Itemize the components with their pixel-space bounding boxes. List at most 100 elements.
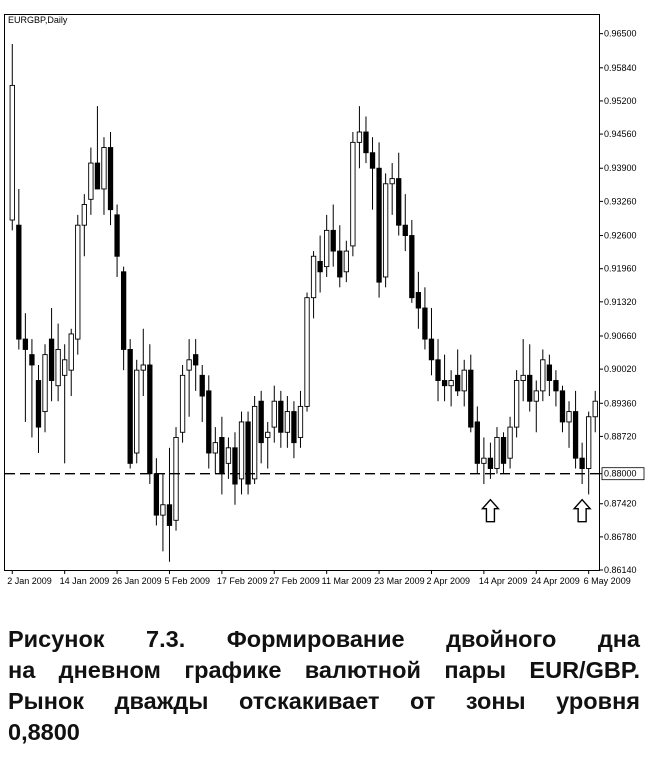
x-tick-label: 5 Feb 2009 xyxy=(164,576,210,586)
candle xyxy=(428,308,435,376)
candle-body-down xyxy=(441,380,448,387)
candle-body-down xyxy=(572,411,579,459)
x-tick-label: 17 Feb 2009 xyxy=(217,576,268,586)
candle xyxy=(389,163,395,215)
x-tick-label: 2 Apr 2009 xyxy=(426,576,470,586)
chart-area: EURGBP,Daily 0.96500 0.95840 0.95200 0.9456… xyxy=(4,14,645,586)
candle-body-up xyxy=(186,359,192,371)
plot-frame xyxy=(4,14,600,571)
candle xyxy=(382,173,389,288)
candle-body-up xyxy=(134,369,140,454)
candle-body-up xyxy=(540,359,546,392)
candle-body-up xyxy=(55,348,61,387)
candle xyxy=(487,442,494,479)
candle-body-down xyxy=(553,380,559,392)
candle-body-down xyxy=(415,292,422,309)
candle xyxy=(238,411,245,495)
candle-body-down xyxy=(409,235,415,299)
caption-line-3: Рынок дважды отскакивает от зоны уровня xyxy=(8,688,640,714)
candle-body-up xyxy=(494,437,500,469)
candle xyxy=(48,308,55,402)
candle xyxy=(107,132,114,226)
candle xyxy=(206,375,212,469)
y-tick-label: 0.93260 xyxy=(604,196,637,206)
candle-body-down xyxy=(278,400,284,433)
candle xyxy=(304,292,310,412)
candle-body-up xyxy=(324,229,330,268)
candle-body-down xyxy=(468,369,474,428)
candle xyxy=(422,287,428,350)
candle xyxy=(540,349,546,402)
candle xyxy=(212,427,218,474)
candle xyxy=(559,385,566,433)
candle-body-down xyxy=(428,338,435,361)
candle xyxy=(415,271,422,329)
candle-body-up xyxy=(520,374,526,381)
candle-body-down xyxy=(363,131,369,154)
y-tick-label: 0.94560 xyxy=(604,129,637,139)
y-tick-label: 0.91320 xyxy=(604,297,637,307)
candle xyxy=(363,116,369,164)
candle xyxy=(324,214,330,277)
candle-body-down xyxy=(193,354,199,366)
candle xyxy=(546,354,553,397)
candle xyxy=(29,339,35,438)
candle xyxy=(271,385,277,443)
x-tick-label: 2 Jan 2009 xyxy=(7,576,52,586)
candle xyxy=(75,214,81,355)
candle-body-down xyxy=(94,162,101,190)
candle xyxy=(474,406,480,474)
candle-body-up xyxy=(251,405,258,480)
candle xyxy=(579,442,585,485)
candle-body-down xyxy=(317,260,323,273)
candle-body-down xyxy=(546,364,553,381)
candle-body-down xyxy=(120,271,127,350)
y-tick-label: 0.86780 xyxy=(604,532,637,542)
candle-body-down xyxy=(291,411,297,444)
candle-body-up xyxy=(265,431,271,438)
candle xyxy=(186,339,192,417)
candle-body-up xyxy=(68,333,74,371)
candle xyxy=(317,235,323,293)
y-tick-label: 0.88720 xyxy=(604,431,637,441)
candle xyxy=(251,396,258,485)
candle xyxy=(553,370,559,407)
y-tick-label: 0.95840 xyxy=(604,63,637,73)
candle-body-up xyxy=(271,400,277,428)
candle xyxy=(527,344,533,412)
candle-body-down xyxy=(107,147,114,211)
candle-body-down xyxy=(199,374,205,397)
up-arrow-icon xyxy=(480,498,500,523)
candle-body-down xyxy=(369,152,376,169)
candle xyxy=(265,421,271,469)
candles-layer xyxy=(9,43,598,562)
y-axis: 0.96500 0.95840 0.95200 0.94560 0.93900 0.932… xyxy=(599,29,645,575)
candle xyxy=(94,106,101,190)
level-label-box xyxy=(601,467,645,481)
y-tick-label: 0.96500 xyxy=(604,29,637,39)
y-tick-label: 0.95200 xyxy=(604,96,637,106)
candle-body-up xyxy=(566,411,572,423)
candle-body-up xyxy=(297,405,304,438)
candle xyxy=(68,328,74,397)
candle xyxy=(160,473,166,552)
candle xyxy=(35,364,42,453)
candle-body-up xyxy=(101,147,107,190)
y-tick-label: 0.90020 xyxy=(604,364,637,374)
x-tick-label: 23 Mar 2009 xyxy=(374,576,425,586)
candle-body-down xyxy=(527,374,533,402)
candle xyxy=(455,349,461,397)
candle xyxy=(310,251,317,319)
candle-body-up xyxy=(160,504,166,516)
candle-body-down xyxy=(16,224,22,340)
candle-body-down xyxy=(435,359,441,381)
candle xyxy=(166,447,173,562)
candle xyxy=(134,359,140,464)
candle xyxy=(350,132,356,257)
candle xyxy=(330,204,336,267)
candle xyxy=(173,427,179,531)
candle-body-down xyxy=(396,178,402,226)
candle xyxy=(291,401,297,459)
candle-body-up xyxy=(88,162,94,200)
candle-body-up xyxy=(389,178,395,185)
